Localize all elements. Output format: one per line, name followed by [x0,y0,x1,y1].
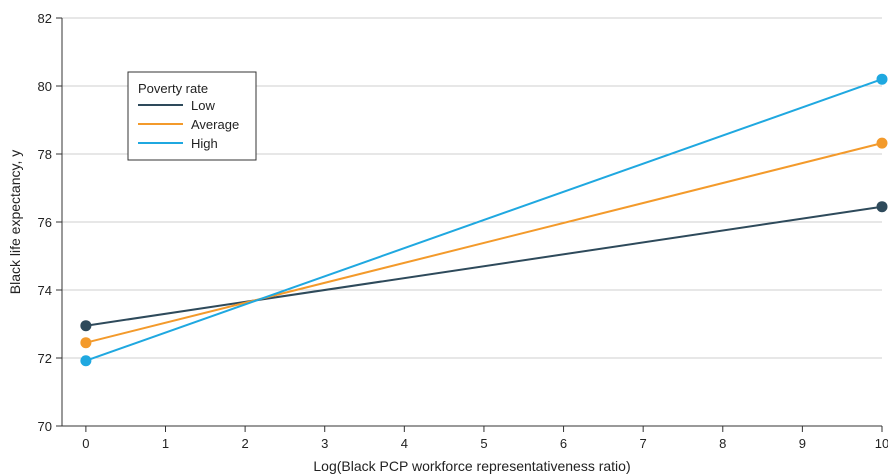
data-point-average [80,337,92,349]
y-tick-label: 70 [38,419,52,434]
x-tick-label: 2 [241,436,248,451]
x-tick-label: 4 [401,436,408,451]
data-point-high [876,73,888,85]
y-tick-label: 72 [38,351,52,366]
x-axis-title: Log(Black PCP workforce representativene… [313,458,630,474]
y-tick-label: 80 [38,79,52,94]
y-tick-label: 76 [38,215,52,230]
data-point-low [80,320,92,332]
x-tick-label: 1 [162,436,169,451]
y-tick-label: 74 [38,283,52,298]
gridlines [62,17,882,359]
y-ticks: 70 72 74 76 78 80 82 [38,11,62,434]
x-tick-label: 6 [560,436,567,451]
legend-items: Low Average High [138,98,239,151]
data-point-average [876,137,888,149]
series [80,73,888,367]
legend-title: Poverty rate [138,81,208,96]
x-tick-label: 10 [875,436,888,451]
x-tick-label: 8 [719,436,726,451]
y-tick-label: 82 [38,11,52,26]
y-axis-title: Black life expectancy, y [7,150,23,294]
x-tick-label: 5 [480,436,487,451]
legend-label-high: High [191,136,218,151]
legend: Poverty rate Low Average High [127,71,257,161]
data-point-low [876,201,888,213]
legend-label-low: Low [191,98,215,113]
series-line-average [85,142,883,344]
x-tick-label: 9 [799,436,806,451]
series-line-low [85,205,883,327]
x-ticks: 0 1 2 3 4 5 6 7 8 9 10 [82,426,888,451]
data-point-high [80,355,92,367]
y-tick-label: 78 [38,147,52,162]
legend-box [127,71,257,161]
x-tick-label: 7 [640,436,647,451]
legend-label-average: Average [191,117,239,132]
x-tick-label: 0 [82,436,89,451]
x-tick-label: 3 [321,436,328,451]
series-line-high [85,78,883,362]
